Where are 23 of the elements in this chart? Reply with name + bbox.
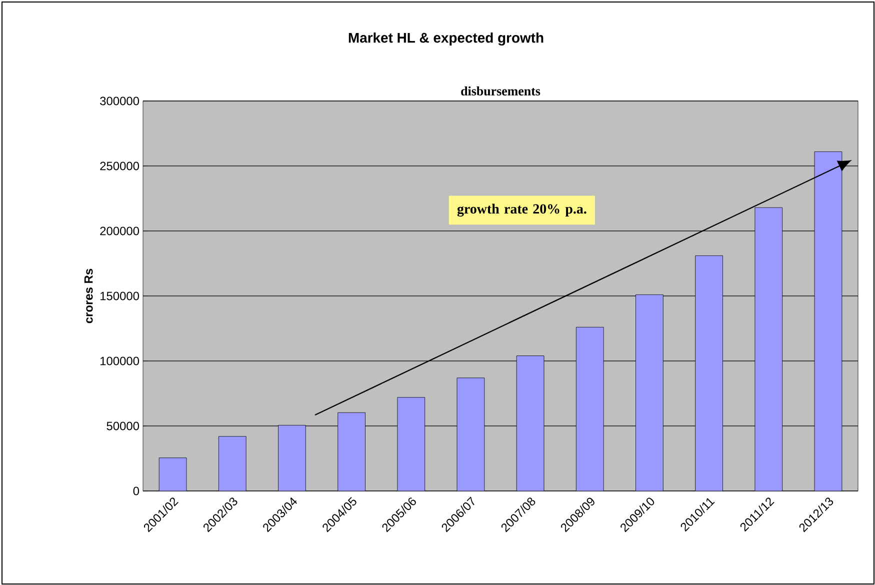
bar: [278, 425, 306, 491]
chart-title: Market HL & expected growth: [348, 32, 544, 46]
y-tick-label: 50000: [106, 422, 140, 430]
y-tick-label: 300000: [100, 96, 140, 106]
y-tick-label: 100000: [100, 356, 140, 366]
bar: [456, 378, 485, 491]
bar: [576, 326, 604, 491]
bar: [397, 397, 426, 491]
bar: [754, 207, 783, 491]
y-tick-label: 250000: [100, 162, 140, 170]
y-tick-label: 0: [133, 486, 140, 496]
bar: [218, 436, 246, 491]
bar: [338, 412, 366, 491]
chart-subtitle: disbursements: [461, 86, 540, 96]
bar: [636, 294, 664, 491]
y-tick-label: 200000: [100, 226, 140, 236]
bar: [516, 356, 544, 491]
bar: [695, 255, 723, 491]
y-tick-label: 150000: [100, 292, 140, 300]
bar: [158, 458, 187, 491]
y-axis-title: crores Rs: [84, 268, 93, 324]
bar: [814, 151, 842, 491]
annotation: growth rate 20% p.a.: [457, 204, 586, 217]
